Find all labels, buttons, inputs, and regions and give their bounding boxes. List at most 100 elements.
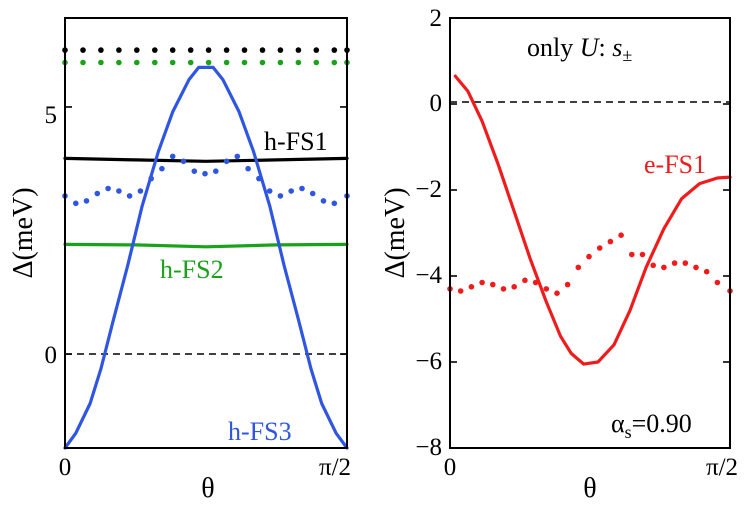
data-point bbox=[575, 264, 582, 271]
right-ytick-label: −2 bbox=[415, 176, 442, 203]
data-point bbox=[331, 47, 338, 53]
data-point bbox=[259, 59, 266, 66]
data-point bbox=[277, 59, 284, 66]
data-point bbox=[205, 47, 212, 53]
data-point bbox=[202, 170, 208, 177]
data-point bbox=[607, 238, 614, 245]
left-ytick-label: 0 bbox=[45, 342, 58, 369]
series-dots-h-fs1-dotted bbox=[62, 47, 350, 53]
data-point bbox=[693, 264, 699, 271]
right-title: only U: s± bbox=[527, 33, 632, 65]
data-point bbox=[313, 59, 320, 66]
data-point bbox=[479, 279, 485, 286]
left-panel: 5 0 0 π/2 θ Δ(meV) h-FS1 h-FS2 h-FS3 bbox=[8, 17, 351, 504]
data-point bbox=[277, 193, 284, 199]
right-ticks bbox=[449, 17, 731, 449]
data-point bbox=[468, 284, 475, 290]
left-xlabel: θ bbox=[201, 473, 214, 504]
data-point bbox=[187, 59, 194, 66]
left-plot-frame bbox=[64, 17, 348, 449]
data-point bbox=[320, 198, 327, 204]
data-point bbox=[80, 47, 86, 53]
data-point bbox=[618, 232, 624, 238]
left-ytick-label: 5 bbox=[45, 102, 58, 129]
data-point bbox=[288, 188, 295, 194]
data-point bbox=[180, 158, 187, 165]
data-point bbox=[73, 200, 79, 207]
data-point bbox=[80, 59, 86, 66]
data-point bbox=[152, 59, 158, 66]
data-point bbox=[98, 47, 104, 53]
data-point bbox=[126, 193, 133, 199]
data-point bbox=[331, 200, 338, 207]
data-point bbox=[245, 165, 251, 172]
data-point bbox=[714, 279, 721, 286]
data-point bbox=[137, 188, 144, 194]
data-point bbox=[564, 281, 571, 288]
series-dots-h-fs2-dotted bbox=[62, 59, 350, 66]
data-point bbox=[331, 59, 338, 66]
data-point bbox=[205, 59, 212, 66]
label-h-fs2: h-FS2 bbox=[160, 255, 224, 284]
data-point bbox=[490, 281, 496, 288]
data-point bbox=[522, 277, 528, 284]
right-ytick-label: −8 bbox=[415, 434, 442, 461]
data-point bbox=[256, 175, 262, 182]
right-xtick-label: 0 bbox=[444, 454, 457, 481]
data-point bbox=[223, 47, 230, 53]
right-xtick-label: π/2 bbox=[706, 454, 738, 481]
series-dots-h-fs3-dotted bbox=[62, 153, 350, 207]
data-point bbox=[169, 153, 176, 160]
label-e-fs1: e-FS1 bbox=[644, 150, 706, 179]
data-point bbox=[266, 188, 273, 194]
data-point bbox=[511, 284, 517, 290]
data-point bbox=[152, 47, 158, 53]
left-xtick-label: π/2 bbox=[319, 454, 351, 481]
left-ticks bbox=[64, 106, 348, 448]
right-panel: 2 0 −2 −4 −6 −8 0 π/2 θ Δ(meV) only U: s… bbox=[380, 5, 738, 504]
series-line-h-fs2 bbox=[63, 242, 349, 249]
label-h-fs3: h-FS3 bbox=[228, 417, 292, 446]
data-point bbox=[234, 153, 241, 160]
data-point bbox=[682, 260, 689, 266]
data-point bbox=[639, 251, 646, 258]
data-point bbox=[671, 260, 678, 266]
data-point bbox=[241, 59, 248, 66]
data-point bbox=[532, 279, 539, 286]
data-point bbox=[148, 175, 154, 182]
data-point bbox=[213, 168, 219, 174]
data-point bbox=[169, 47, 176, 53]
data-point bbox=[223, 59, 230, 66]
series-dots-e-fs1-dotted bbox=[447, 232, 733, 297]
data-point bbox=[661, 264, 667, 271]
right-ylabel: Δ(meV) bbox=[380, 187, 411, 278]
right-xlabel: θ bbox=[583, 473, 596, 504]
series-line-h-fs3 bbox=[63, 65, 349, 450]
data-point bbox=[309, 190, 316, 197]
data-point bbox=[98, 59, 104, 66]
data-point bbox=[134, 59, 140, 66]
data-point bbox=[116, 59, 122, 66]
left-series-group bbox=[62, 47, 350, 450]
data-point bbox=[457, 288, 464, 294]
data-point bbox=[116, 47, 122, 53]
right-ytick-label: 2 bbox=[430, 5, 443, 32]
data-point bbox=[277, 47, 284, 53]
data-point bbox=[241, 47, 248, 53]
right-plot-frame bbox=[449, 17, 731, 449]
right-ytick-label: −4 bbox=[415, 262, 442, 289]
alpha-annotation: αs=0.90 bbox=[611, 409, 692, 442]
data-point bbox=[94, 190, 101, 197]
data-point bbox=[554, 290, 560, 297]
data-point bbox=[500, 286, 507, 292]
data-point bbox=[313, 47, 320, 53]
data-point bbox=[543, 286, 550, 292]
data-point bbox=[187, 47, 194, 53]
data-point bbox=[295, 59, 302, 66]
series-line-e-fs1 bbox=[453, 74, 732, 366]
right-ytick-label: 0 bbox=[430, 90, 443, 117]
data-point bbox=[259, 47, 266, 53]
data-point bbox=[223, 158, 230, 165]
series-line-h-fs1 bbox=[63, 156, 349, 163]
